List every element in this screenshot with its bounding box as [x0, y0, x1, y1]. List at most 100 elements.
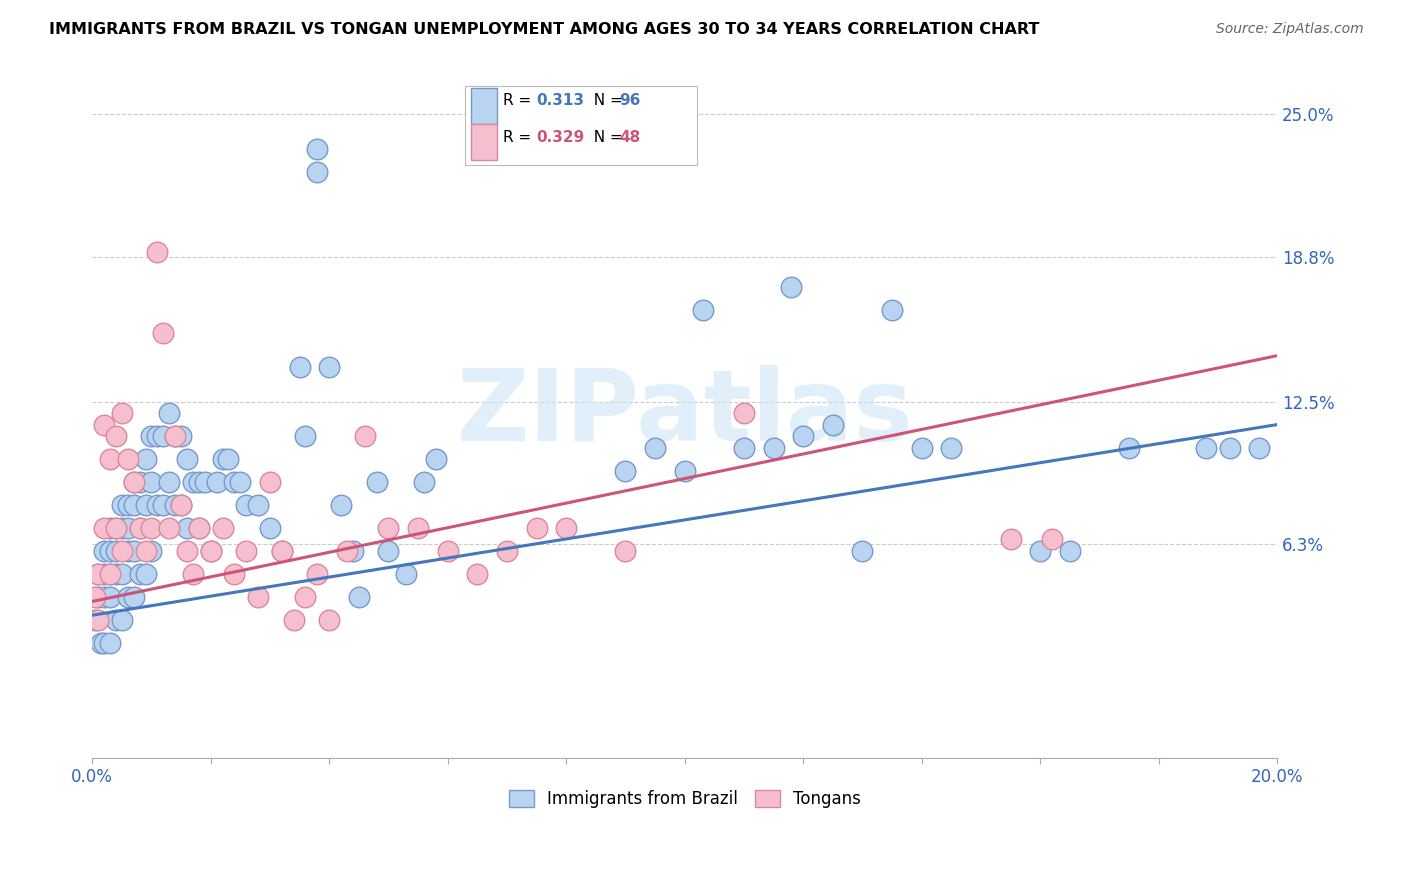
Point — [104, 521, 127, 535]
Point — [1249, 441, 1271, 455]
Point — [762, 441, 785, 455]
Point — [294, 590, 316, 604]
Point — [336, 544, 359, 558]
Point — [104, 521, 127, 535]
Point — [98, 566, 121, 581]
Point — [146, 245, 169, 260]
Point — [134, 566, 156, 581]
Point — [187, 521, 209, 535]
Point — [157, 475, 180, 489]
Point — [283, 613, 305, 627]
Point — [122, 590, 145, 604]
Point — [395, 566, 418, 581]
Point — [104, 566, 127, 581]
Point — [1118, 441, 1140, 455]
Point — [98, 590, 121, 604]
Point — [307, 566, 329, 581]
Point — [211, 452, 233, 467]
Point — [377, 521, 399, 535]
Point — [84, 590, 107, 604]
Point — [117, 544, 139, 558]
Point — [152, 498, 174, 512]
Point — [134, 498, 156, 512]
Point — [111, 521, 134, 535]
Point — [851, 544, 873, 558]
Point — [614, 544, 637, 558]
Point — [692, 302, 714, 317]
Point — [194, 475, 217, 489]
Point — [224, 475, 246, 489]
Point — [93, 636, 115, 650]
Point — [128, 566, 150, 581]
Point — [288, 360, 311, 375]
Point — [413, 475, 436, 489]
Point — [134, 544, 156, 558]
Point — [235, 544, 257, 558]
Point — [780, 279, 803, 293]
Point — [111, 613, 134, 627]
Point — [496, 544, 519, 558]
Point — [122, 498, 145, 512]
Point — [93, 566, 115, 581]
Point — [307, 142, 329, 156]
Point — [1195, 441, 1218, 455]
Point — [614, 463, 637, 477]
Point — [152, 429, 174, 443]
Point — [673, 463, 696, 477]
Point — [176, 544, 198, 558]
Point — [104, 613, 127, 627]
Point — [84, 613, 107, 627]
Point — [134, 452, 156, 467]
Point — [98, 636, 121, 650]
Point — [911, 441, 934, 455]
Point — [165, 429, 187, 443]
Point — [146, 498, 169, 512]
Text: 0.313: 0.313 — [537, 94, 585, 109]
Point — [98, 544, 121, 558]
Point — [733, 406, 755, 420]
Text: R =: R = — [503, 94, 537, 109]
FancyBboxPatch shape — [465, 86, 696, 165]
Point — [87, 590, 110, 604]
Point — [128, 475, 150, 489]
Point — [141, 521, 163, 535]
Point — [555, 521, 578, 535]
Point — [205, 475, 228, 489]
Point — [247, 498, 270, 512]
Point — [157, 406, 180, 420]
Point — [366, 475, 388, 489]
Point — [465, 566, 488, 581]
Text: 96: 96 — [620, 94, 641, 109]
Point — [526, 521, 548, 535]
Point — [1040, 533, 1063, 547]
Point — [181, 566, 204, 581]
Point — [122, 475, 145, 489]
Point — [93, 544, 115, 558]
Point — [1059, 544, 1081, 558]
Point — [90, 636, 112, 650]
Point — [170, 498, 193, 512]
Point — [342, 544, 364, 558]
Point — [181, 475, 204, 489]
Point — [104, 429, 127, 443]
Point — [165, 498, 187, 512]
Point — [111, 498, 134, 512]
Point — [128, 521, 150, 535]
Point — [111, 544, 134, 558]
Point — [200, 544, 222, 558]
Point — [1000, 533, 1022, 547]
Text: 0.329: 0.329 — [537, 130, 585, 145]
Text: ZIPatlas: ZIPatlas — [457, 365, 912, 461]
Text: R =: R = — [503, 130, 537, 145]
Point — [176, 452, 198, 467]
Point — [229, 475, 252, 489]
Bar — [471, 87, 498, 124]
Point — [200, 544, 222, 558]
Point — [353, 429, 375, 443]
Point — [347, 590, 370, 604]
Point — [104, 544, 127, 558]
Point — [146, 429, 169, 443]
Point — [644, 441, 666, 455]
Text: N =: N = — [583, 94, 627, 109]
Point — [111, 406, 134, 420]
